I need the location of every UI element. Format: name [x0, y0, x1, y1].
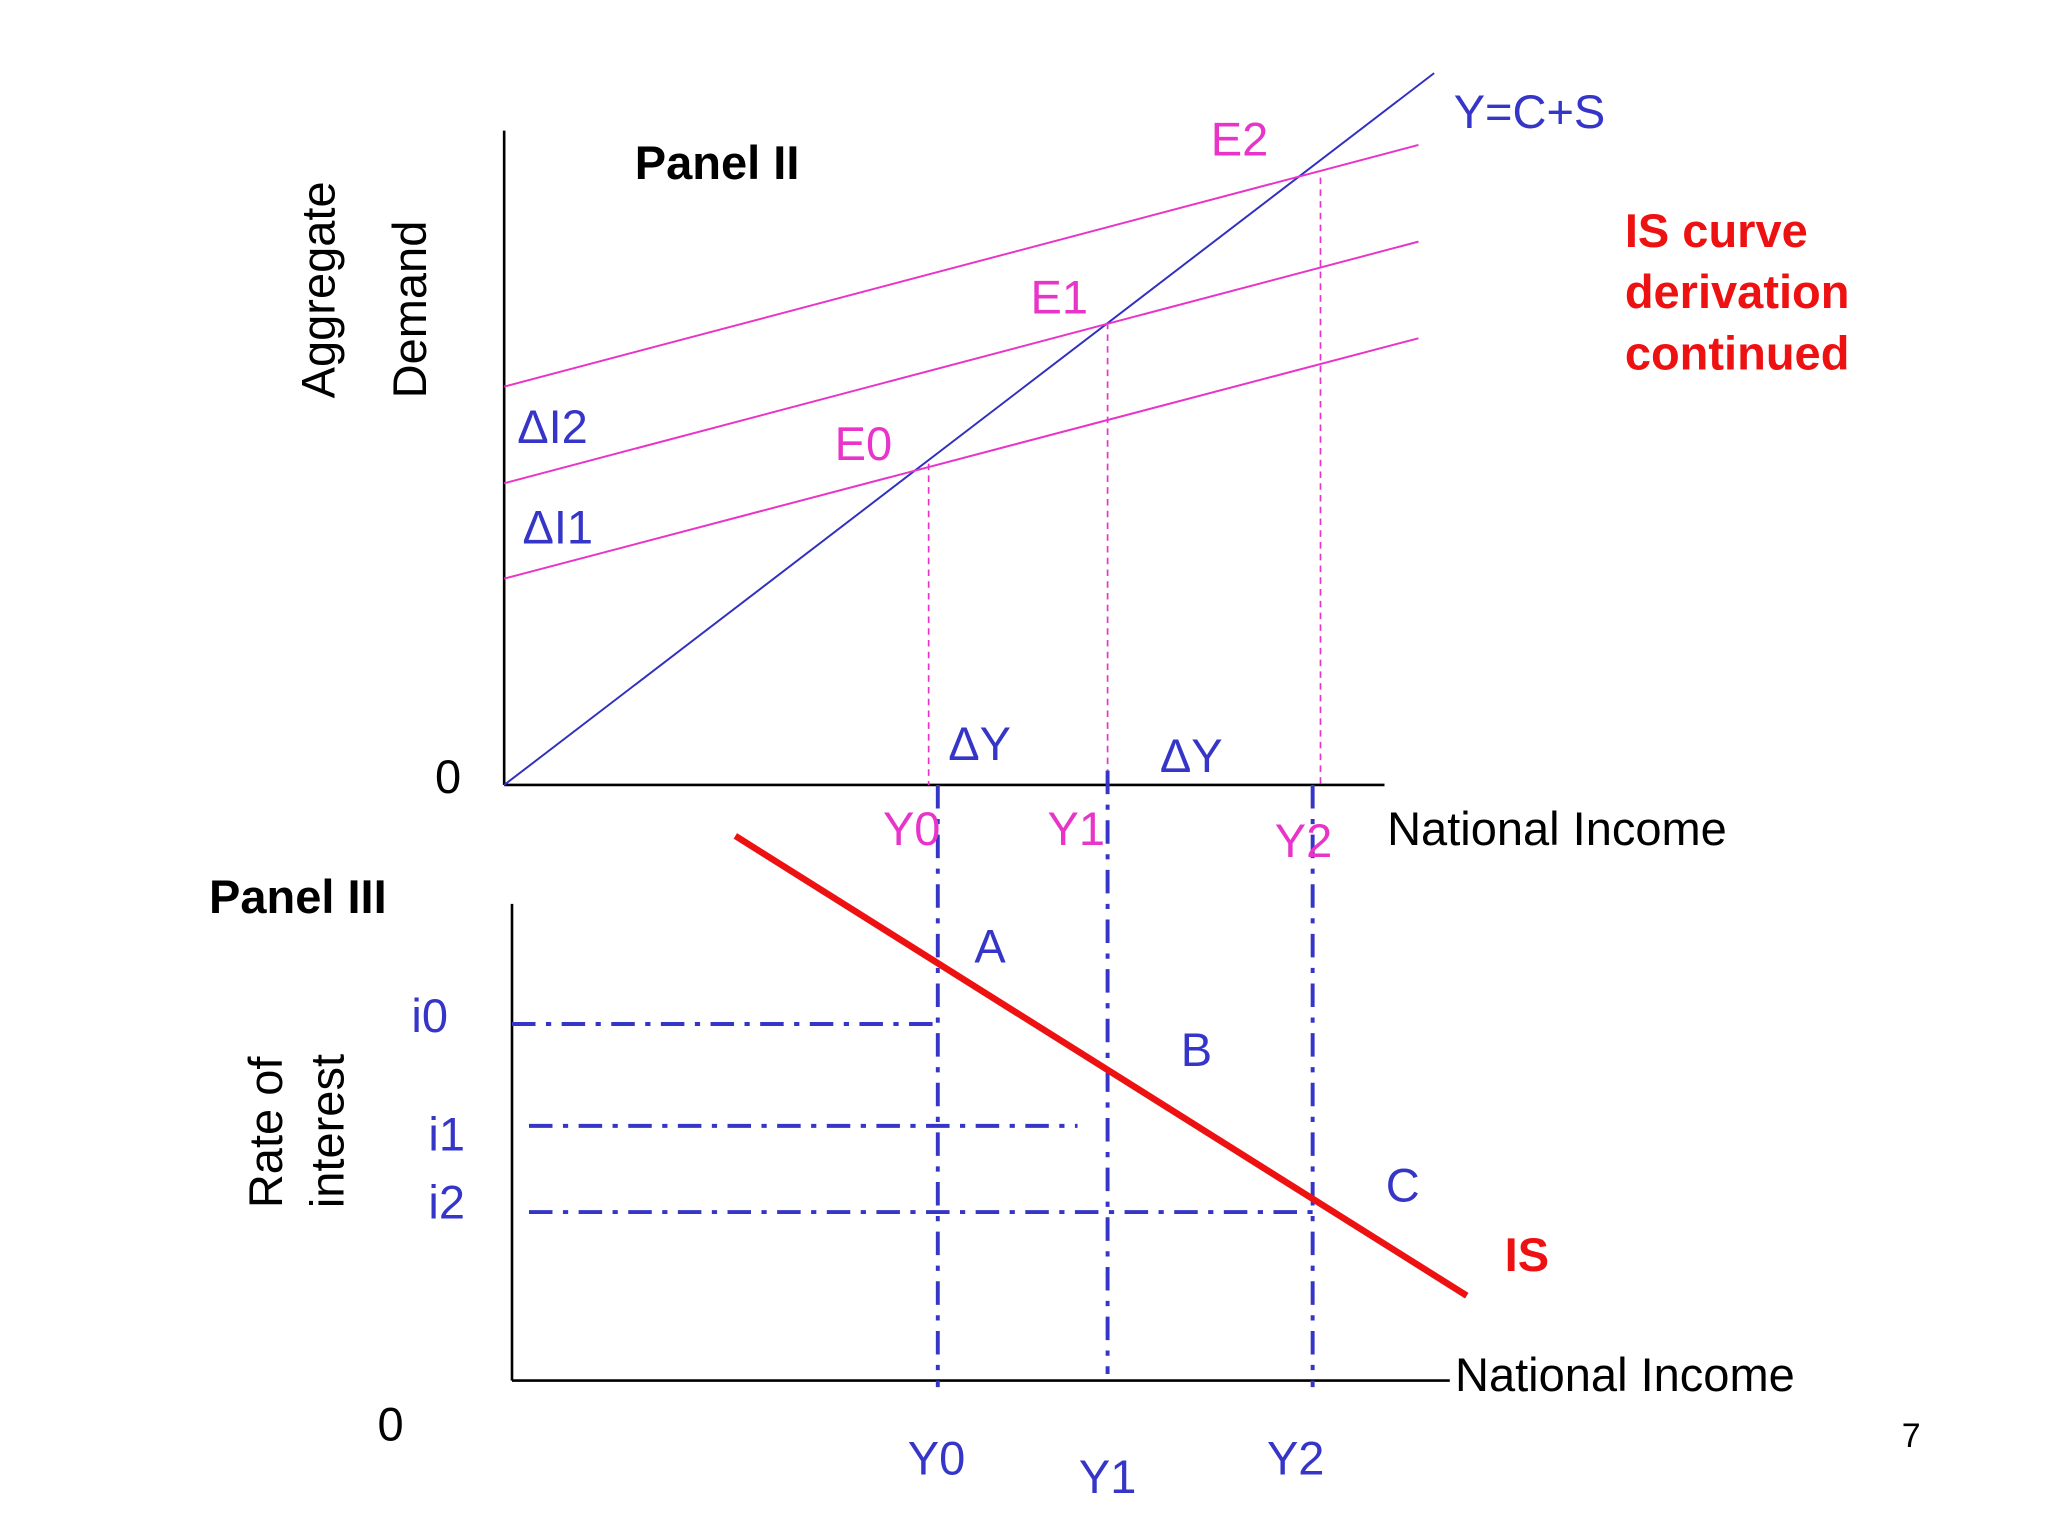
- delta-label: ΔY: [948, 717, 1011, 770]
- income-label: Y0: [883, 802, 941, 855]
- point-label: E2: [1211, 112, 1269, 165]
- axis-label: Rate of: [239, 1056, 292, 1209]
- income-label: Y1: [1048, 802, 1106, 855]
- panel-title: Panel III: [209, 870, 387, 923]
- shift-label: ΔI1: [522, 500, 593, 553]
- panel-3-lines: [510, 770, 1469, 1388]
- note: derivation: [1625, 265, 1850, 318]
- ad-line: [503, 337, 1419, 580]
- income-label: Y0: [908, 1432, 966, 1485]
- point-label: E0: [835, 417, 893, 470]
- shift-label: ΔI2: [517, 400, 588, 453]
- point-label: C: [1386, 1159, 1420, 1212]
- ad-line: [503, 144, 1419, 388]
- note: IS curve: [1625, 204, 1808, 257]
- axis-label: Demand: [383, 221, 436, 399]
- income-label: Y2: [1267, 1432, 1325, 1485]
- income-label: Y2: [1275, 814, 1333, 867]
- origin-label: 0: [377, 1398, 403, 1451]
- axis-label: Aggregate: [291, 181, 344, 398]
- is-curve: [733, 833, 1469, 1299]
- panel-title: Panel II: [635, 136, 800, 189]
- axis-label: interest: [301, 1054, 354, 1208]
- line-label: Y=C+S: [1454, 85, 1606, 138]
- ad-line: [503, 240, 1419, 485]
- note: continued: [1625, 327, 1850, 380]
- delta-label: ΔY: [1160, 729, 1223, 782]
- rate-label: i1: [428, 1108, 465, 1161]
- point-label: B: [1181, 1023, 1212, 1076]
- y-line: [503, 72, 1435, 786]
- panel-2-lines: [502, 72, 1435, 787]
- point-label: A: [974, 920, 1006, 973]
- page-number: 7: [1902, 1417, 1921, 1455]
- curve-label: IS: [1505, 1228, 1549, 1281]
- axis-label: National Income: [1455, 1348, 1795, 1401]
- rate-label: i0: [411, 989, 448, 1042]
- point-label: E1: [1031, 270, 1089, 323]
- axis-label: National Income: [1387, 802, 1727, 855]
- income-label: Y1: [1079, 1450, 1137, 1503]
- origin-label: 0: [435, 750, 461, 803]
- rate-label: i2: [428, 1176, 465, 1229]
